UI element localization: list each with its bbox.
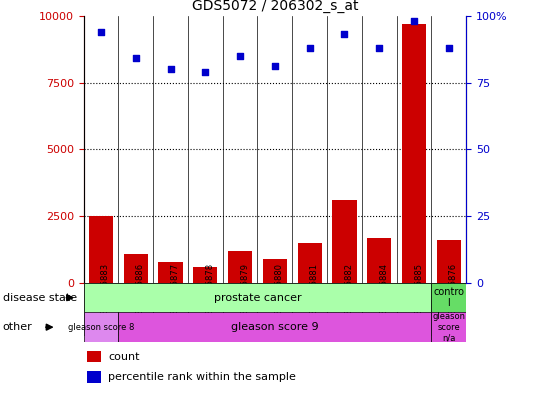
Point [340, 31, 349, 38]
Text: GSM1095884: GSM1095884 [379, 263, 388, 319]
Text: GSM1095876: GSM1095876 [449, 263, 458, 319]
Text: GSM1095880: GSM1095880 [275, 263, 284, 319]
Point [201, 69, 210, 75]
Point [96, 29, 105, 35]
Point [410, 18, 418, 24]
Bar [332, 200, 357, 283]
Bar [228, 251, 252, 283]
Bar [262, 259, 287, 283]
Point [306, 45, 314, 51]
Bar [123, 253, 148, 283]
Bar [431, 312, 466, 342]
Bar [87, 371, 101, 383]
Bar [431, 283, 466, 312]
Point [166, 66, 175, 72]
Text: GSM1095885: GSM1095885 [414, 263, 423, 319]
Bar [402, 24, 426, 283]
Text: GSM1095882: GSM1095882 [344, 263, 354, 319]
Bar [158, 262, 183, 283]
Text: gleason score 8: gleason score 8 [68, 323, 134, 332]
Bar [258, 283, 292, 336]
Bar [397, 283, 431, 336]
Title: GDS5072 / 206302_s_at: GDS5072 / 206302_s_at [192, 0, 358, 13]
Text: count: count [108, 352, 140, 362]
Bar [431, 283, 466, 336]
Bar [119, 312, 431, 342]
Bar [188, 283, 223, 336]
Bar [437, 240, 461, 283]
Text: GSM1095886: GSM1095886 [136, 263, 145, 319]
Text: GSM1095878: GSM1095878 [205, 263, 215, 319]
Bar [327, 283, 362, 336]
Bar [119, 283, 153, 336]
Point [132, 55, 140, 62]
Point [236, 53, 244, 59]
Text: GSM1095883: GSM1095883 [101, 263, 110, 319]
Bar [87, 351, 101, 362]
Text: contro
l: contro l [433, 287, 464, 309]
Text: gleason score 9: gleason score 9 [231, 322, 319, 332]
Bar [153, 283, 188, 336]
Bar [292, 283, 327, 336]
Point [375, 45, 384, 51]
Bar [84, 283, 119, 336]
Bar [298, 243, 322, 283]
Text: other: other [3, 322, 32, 332]
Text: GSM1095881: GSM1095881 [310, 263, 319, 319]
Bar [89, 216, 113, 283]
Text: percentile rank within the sample: percentile rank within the sample [108, 372, 296, 382]
Text: prostate cancer: prostate cancer [213, 293, 301, 303]
Bar [193, 267, 217, 283]
Point [445, 45, 453, 51]
Text: gleason
score
n/a: gleason score n/a [432, 312, 465, 342]
Bar [362, 283, 397, 336]
Text: disease state: disease state [3, 293, 77, 303]
Bar [367, 237, 391, 283]
Text: GSM1095877: GSM1095877 [170, 263, 179, 319]
Point [271, 63, 279, 70]
Bar [84, 312, 119, 342]
Text: GSM1095879: GSM1095879 [240, 263, 249, 319]
Bar [223, 283, 258, 336]
